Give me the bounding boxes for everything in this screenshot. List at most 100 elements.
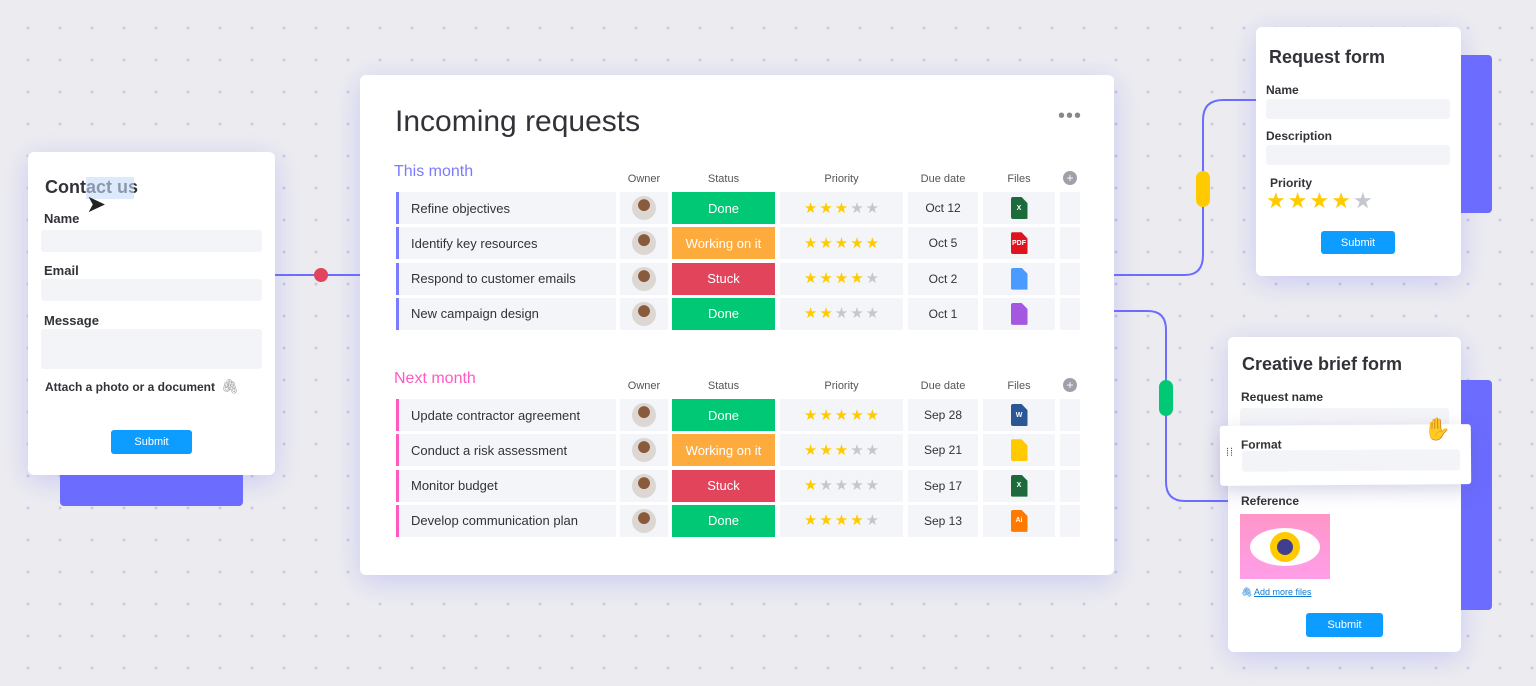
star-filled-icon[interactable]: ★ (1309, 188, 1330, 213)
format-field-dragging[interactable]: ⁞⁞ Format ✋ (1219, 416, 1472, 486)
format-input[interactable] (1241, 449, 1461, 472)
star-filled-icon[interactable]: ★ (803, 234, 818, 252)
star-empty-icon[interactable]: ★ (850, 441, 864, 459)
due-date[interactable]: Oct 1 (908, 297, 978, 330)
star-filled-icon[interactable]: ★ (834, 406, 849, 424)
star-empty-icon[interactable]: ★ (850, 305, 864, 323)
email-input[interactable] (41, 279, 262, 301)
star-filled-icon[interactable]: ★ (803, 199, 818, 217)
star-filled-icon[interactable]: ★ (834, 441, 849, 459)
star-empty-icon[interactable]: ★ (865, 270, 880, 288)
priority-rating[interactable]: ★★★★★ (780, 297, 903, 330)
item-name[interactable]: Respond to customer emails (396, 262, 616, 295)
status-badge[interactable]: Done (672, 504, 775, 537)
star-filled-icon[interactable]: ★ (850, 270, 864, 288)
status-badge[interactable]: Working on it (672, 434, 775, 467)
item-name[interactable]: Update contractor agreement (396, 399, 616, 431)
video-file-icon[interactable] (1010, 302, 1028, 325)
item-name[interactable]: Monitor budget (396, 469, 616, 502)
star-filled-icon[interactable]: ★ (819, 406, 833, 424)
excel-file-icon[interactable]: X (1010, 197, 1028, 219)
files-cell[interactable]: X (983, 469, 1055, 502)
due-date[interactable]: Oct 5 (908, 227, 978, 260)
star-filled-icon[interactable]: ★ (834, 234, 849, 252)
add-more-files-link[interactable]: Add more files (1254, 587, 1312, 597)
avatar[interactable] (632, 508, 656, 533)
status-badge[interactable]: Done (672, 399, 775, 431)
star-empty-icon[interactable]: ★ (834, 305, 849, 323)
avatar[interactable] (632, 196, 656, 220)
star-filled-icon[interactable]: ★ (819, 305, 833, 323)
star-empty-icon[interactable]: ★ (1352, 188, 1373, 213)
star-filled-icon[interactable]: ★ (803, 441, 818, 459)
star-filled-icon[interactable]: ★ (819, 270, 833, 288)
star-empty-icon[interactable]: ★ (865, 512, 880, 530)
item-name[interactable]: New campaign design (396, 297, 616, 330)
status-badge[interactable]: Done (672, 297, 775, 330)
due-date[interactable]: Sep 28 (908, 399, 978, 431)
star-empty-icon[interactable]: ★ (834, 477, 849, 495)
priority-rating[interactable]: ★★★★★ (1265, 190, 1374, 213)
files-cell[interactable]: PDF (983, 227, 1055, 260)
star-filled-icon[interactable]: ★ (850, 406, 864, 424)
name-input[interactable] (41, 230, 262, 252)
priority-rating[interactable]: ★★★★★ (780, 434, 903, 467)
star-filled-icon[interactable]: ★ (819, 234, 833, 252)
star-filled-icon[interactable]: ★ (819, 199, 833, 217)
star-filled-icon[interactable]: ★ (803, 512, 818, 530)
star-filled-icon[interactable]: ★ (819, 512, 833, 530)
files-cell[interactable]: Ai (983, 504, 1055, 537)
star-empty-icon[interactable]: ★ (865, 441, 880, 459)
item-name[interactable]: Develop communication plan (396, 504, 616, 537)
files-cell[interactable] (983, 434, 1055, 467)
star-filled-icon[interactable]: ★ (803, 477, 818, 495)
priority-rating[interactable]: ★★★★★ (780, 262, 903, 295)
star-filled-icon[interactable]: ★ (819, 441, 833, 459)
owner-cell[interactable] (620, 297, 668, 330)
files-cell[interactable] (983, 262, 1055, 295)
star-filled-icon[interactable]: ★ (834, 199, 849, 217)
star-empty-icon[interactable]: ★ (819, 477, 833, 495)
priority-rating[interactable]: ★★★★★ (780, 469, 903, 502)
message-input[interactable] (41, 329, 262, 369)
status-badge[interactable]: Stuck (672, 262, 775, 295)
status-badge[interactable]: Working on it (672, 227, 775, 260)
image-file-icon[interactable] (1010, 267, 1028, 290)
item-name[interactable]: Identify key resources (396, 227, 616, 260)
item-name[interactable]: Conduct a risk assessment (396, 434, 616, 467)
files-cell[interactable]: W (983, 399, 1055, 431)
owner-cell[interactable] (620, 504, 668, 537)
avatar[interactable] (632, 266, 656, 291)
star-empty-icon[interactable]: ★ (850, 477, 864, 495)
illustrator-file-icon[interactable]: Ai (1010, 509, 1028, 532)
attach-label[interactable]: Attach a photo or a document (45, 380, 216, 394)
star-filled-icon[interactable]: ★ (850, 234, 864, 252)
star-filled-icon[interactable]: ★ (834, 270, 849, 288)
star-filled-icon[interactable]: ★ (1331, 188, 1351, 213)
status-badge[interactable]: Stuck (672, 469, 775, 502)
submit-button[interactable]: Submit (111, 430, 192, 454)
add-column-icon[interactable]: + (1063, 378, 1077, 392)
priority-rating[interactable]: ★★★★★ (780, 504, 903, 537)
star-filled-icon[interactable]: ★ (1266, 188, 1286, 213)
avatar[interactable] (632, 438, 656, 463)
owner-cell[interactable] (620, 192, 668, 224)
paperclip-icon[interactable]: 🖇 (221, 378, 239, 394)
item-name[interactable]: Refine objectives (396, 192, 616, 224)
due-date[interactable]: Sep 21 (908, 434, 978, 467)
name-input[interactable] (1266, 99, 1450, 119)
files-cell[interactable] (983, 297, 1055, 330)
word-file-icon[interactable]: W (1010, 404, 1028, 426)
priority-rating[interactable]: ★★★★★ (780, 399, 903, 431)
star-empty-icon[interactable]: ★ (850, 199, 864, 217)
description-input[interactable] (1266, 145, 1450, 165)
due-date[interactable]: Oct 2 (908, 262, 978, 295)
pdf-file-icon[interactable]: PDF (1010, 232, 1028, 255)
group-title[interactable]: Next month (394, 370, 476, 387)
excel-file-icon[interactable]: X (1010, 474, 1028, 497)
star-filled-icon[interactable]: ★ (834, 512, 849, 530)
avatar[interactable] (632, 473, 656, 498)
due-date[interactable]: Sep 17 (908, 469, 978, 502)
priority-rating[interactable]: ★★★★★ (780, 227, 903, 260)
files-cell[interactable]: X (983, 192, 1055, 224)
